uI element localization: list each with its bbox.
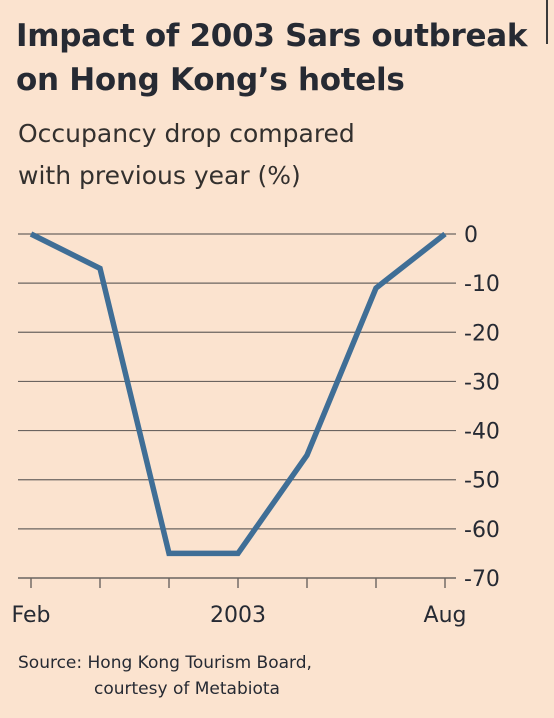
y-tick-label: -50 <box>464 469 500 494</box>
y-tick-labels: 0 -10 -20 -30 -40 -50 -60 -70 <box>464 223 500 592</box>
series-lines <box>29 231 447 557</box>
source-line-1: Source: Hong Kong Tourism Board, <box>18 653 312 673</box>
y-tick-label: -30 <box>464 370 500 395</box>
series-line <box>29 231 447 557</box>
source-line-2: courtesy of Metabiota <box>94 679 280 699</box>
y-tick-label: -40 <box>464 420 500 445</box>
source-note: Source: Hong Kong Tourism Board, courtes… <box>18 650 438 702</box>
y-tick-label: -70 <box>464 567 500 592</box>
grid-lines <box>18 233 456 579</box>
edge-rule <box>546 0 548 44</box>
x-tick-label: 2003 <box>210 603 266 628</box>
y-tick-label: 0 <box>464 223 478 248</box>
chart-subtitle: Occupancy drop compared with previous ye… <box>18 119 355 190</box>
chart-title: Impact of 2003 Sars outbreak on Hong Kon… <box>16 18 528 98</box>
x-axis: Feb 2003 Aug <box>12 578 467 628</box>
y-tick-label: -10 <box>464 272 500 297</box>
y-tick-label: -20 <box>464 321 500 346</box>
y-tick-label: -60 <box>464 518 500 543</box>
x-tick-label: Feb <box>12 603 51 628</box>
x-tick-label: Aug <box>424 603 467 628</box>
